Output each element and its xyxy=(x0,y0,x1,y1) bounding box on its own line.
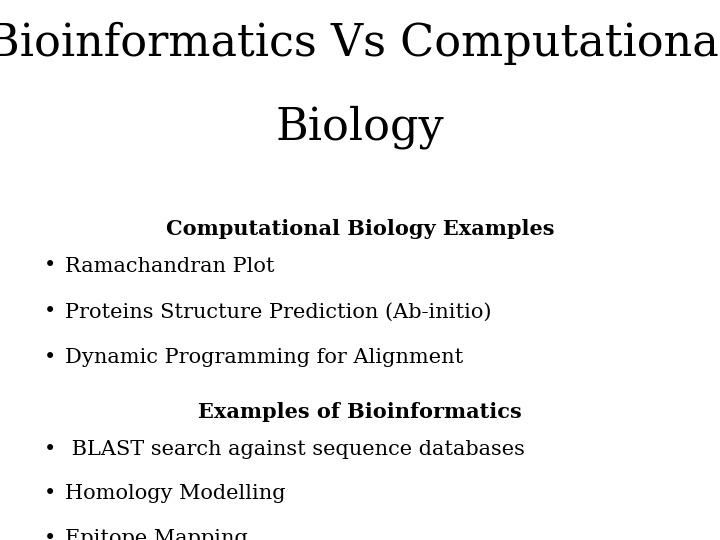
Text: Examples of Bioinformatics: Examples of Bioinformatics xyxy=(198,402,522,422)
Text: Proteins Structure Prediction (Ab-initio): Proteins Structure Prediction (Ab-initio… xyxy=(65,302,491,321)
Text: •: • xyxy=(44,440,57,459)
Text: Epitope Mapping: Epitope Mapping xyxy=(65,529,248,540)
Text: •: • xyxy=(44,302,57,321)
Text: Bioinformatics Vs Computational: Bioinformatics Vs Computational xyxy=(0,22,720,65)
Text: •: • xyxy=(44,348,57,367)
Text: BLAST search against sequence databases: BLAST search against sequence databases xyxy=(65,440,525,459)
Text: •: • xyxy=(44,256,57,275)
Text: Computational Biology Examples: Computational Biology Examples xyxy=(166,219,554,239)
Text: Ramachandran Plot: Ramachandran Plot xyxy=(65,256,274,275)
Text: Dynamic Programming for Alignment: Dynamic Programming for Alignment xyxy=(65,348,463,367)
Text: •: • xyxy=(44,529,57,540)
Text: Homology Modelling: Homology Modelling xyxy=(65,484,285,503)
Text: •: • xyxy=(44,484,57,503)
Text: Biology: Biology xyxy=(276,105,444,149)
